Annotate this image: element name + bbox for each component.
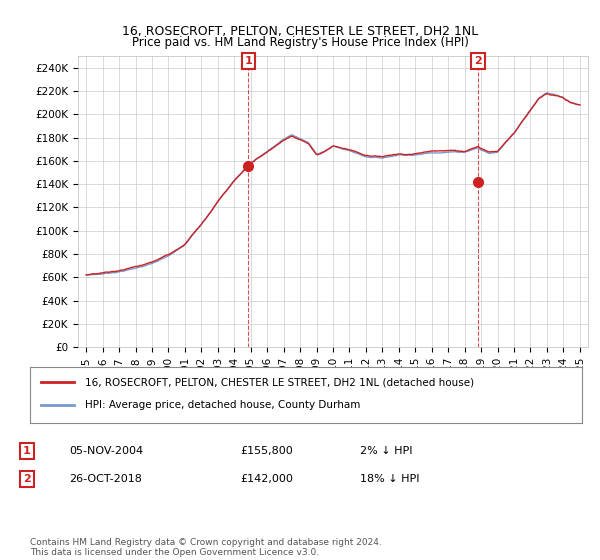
Text: Price paid vs. HM Land Registry's House Price Index (HPI): Price paid vs. HM Land Registry's House … xyxy=(131,36,469,49)
Text: 16, ROSECROFT, PELTON, CHESTER LE STREET, DH2 1NL (detached house): 16, ROSECROFT, PELTON, CHESTER LE STREET… xyxy=(85,377,475,388)
Text: 26-OCT-2018: 26-OCT-2018 xyxy=(69,474,142,484)
Text: 1: 1 xyxy=(244,56,252,66)
Text: 1: 1 xyxy=(23,446,31,456)
Text: 16, ROSECROFT, PELTON, CHESTER LE STREET, DH2 1NL: 16, ROSECROFT, PELTON, CHESTER LE STREET… xyxy=(122,25,478,38)
Text: 2: 2 xyxy=(23,474,31,484)
Text: Contains HM Land Registry data © Crown copyright and database right 2024.
This d: Contains HM Land Registry data © Crown c… xyxy=(30,538,382,557)
Text: 05-NOV-2004: 05-NOV-2004 xyxy=(69,446,143,456)
Text: 18% ↓ HPI: 18% ↓ HPI xyxy=(360,474,419,484)
Text: £142,000: £142,000 xyxy=(240,474,293,484)
Text: £155,800: £155,800 xyxy=(240,446,293,456)
Text: 2% ↓ HPI: 2% ↓ HPI xyxy=(360,446,413,456)
Text: 2: 2 xyxy=(474,56,482,66)
Text: HPI: Average price, detached house, County Durham: HPI: Average price, detached house, Coun… xyxy=(85,400,361,410)
